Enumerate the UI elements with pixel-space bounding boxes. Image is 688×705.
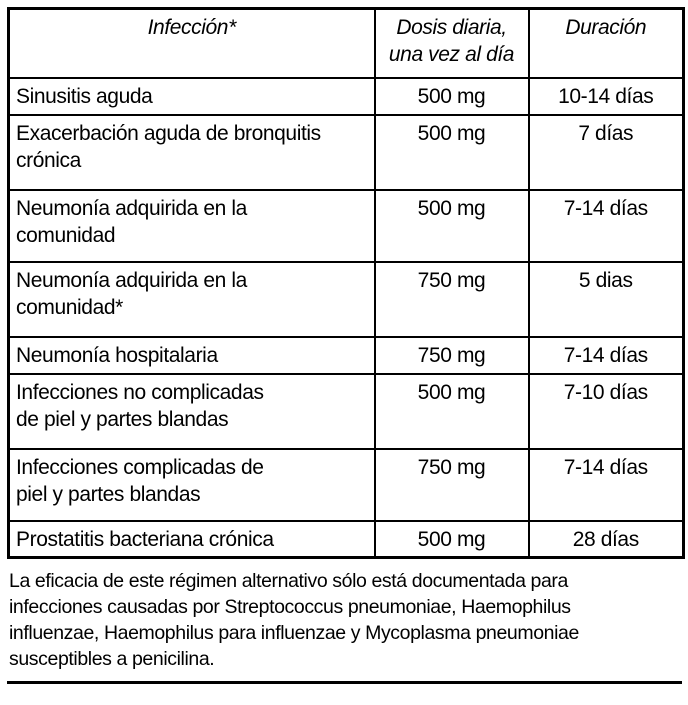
dose-cell: 500 mg <box>373 113 530 191</box>
duration-cell: 7 días <box>527 113 685 191</box>
dosing-table: Infección* Dosis diaria, una vez al día … <box>7 7 685 559</box>
infection-cell: Neumonía adquirida en la comunidad* <box>7 260 376 338</box>
duration-cell: 28 días <box>527 519 685 559</box>
infection-cell: Infecciones complicadas de piel y partes… <box>7 447 376 522</box>
header-row: Infección* Dosis diaria, una vez al día … <box>7 7 685 79</box>
infection-cell: Neumonía hospitalaria <box>7 335 376 375</box>
duration-cell: 7-14 días <box>527 188 685 263</box>
table-row: Infecciones no complicadas de piel y par… <box>7 372 685 450</box>
table-row: Neumonía hospitalaria 750 mg 7-14 días <box>7 335 685 375</box>
col-header-infection: Infección* <box>7 7 376 79</box>
infection-cell: Prostatitis bacteriana crónica <box>7 519 376 559</box>
dose-cell: 750 mg <box>373 335 530 375</box>
table-row: Exacerbación aguda de bronquitis crónica… <box>7 113 685 191</box>
table-row: Neumonía adquirida en la comunidad 500 m… <box>7 188 685 263</box>
duration-cell: 7-14 días <box>527 335 685 375</box>
infection-cell: Exacerbación aguda de bronquitis crónica <box>7 113 376 191</box>
table-row: Sinusitis aguda 500 mg 10-14 días <box>7 76 685 116</box>
col-header-duration: Duración <box>527 7 685 79</box>
infection-cell: Sinusitis aguda <box>7 76 376 116</box>
dose-cell: 500 mg <box>373 372 530 450</box>
table-row: Neumonía adquirida en la comunidad* 750 … <box>7 260 685 338</box>
table-row: Infecciones complicadas de piel y partes… <box>7 447 685 522</box>
duration-cell: 10-14 días <box>527 76 685 116</box>
table-row: Prostatitis bacteriana crónica 500 mg 28… <box>7 519 685 559</box>
infection-cell: Neumonía adquirida en la comunidad <box>7 188 376 263</box>
dose-cell: 500 mg <box>373 519 530 559</box>
dose-cell: 500 mg <box>373 188 530 263</box>
bottom-rule <box>7 681 682 684</box>
footnote-text: La eficacia de este régimen alternativo … <box>9 570 579 670</box>
dose-cell: 750 mg <box>373 447 530 522</box>
duration-cell: 7-14 días <box>527 447 685 522</box>
dose-cell: 500 mg <box>373 76 530 116</box>
dose-cell: 750 mg <box>373 260 530 338</box>
infection-cell: Infecciones no complicadas de piel y par… <box>7 372 376 450</box>
duration-cell: 5 dias <box>527 260 685 338</box>
duration-cell: 7-10 días <box>527 372 685 450</box>
col-header-dose: Dosis diaria, una vez al día <box>373 7 530 79</box>
